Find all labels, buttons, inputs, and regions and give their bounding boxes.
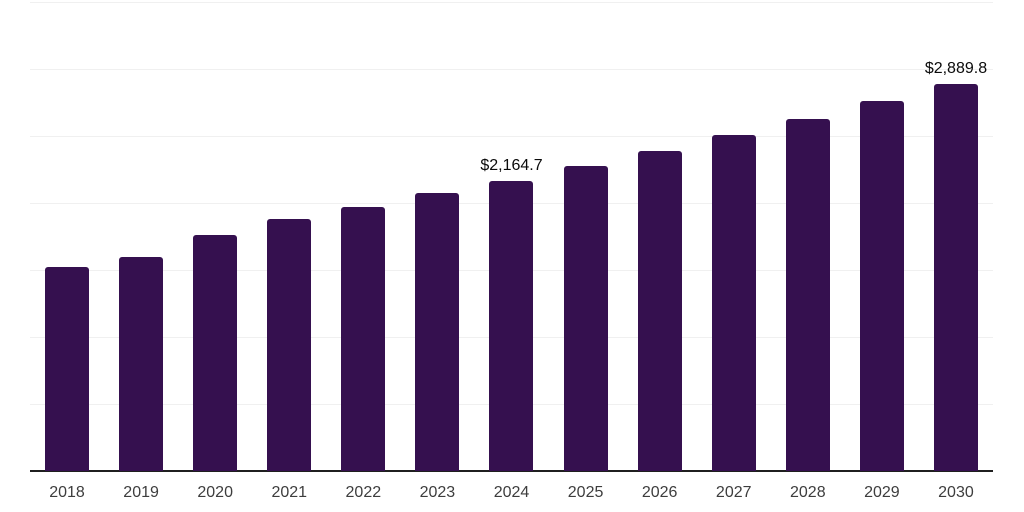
bar-2023 [415, 192, 460, 471]
bar-slot [326, 0, 400, 471]
gridline [30, 136, 993, 137]
x-axis-line [30, 470, 993, 472]
bar-2027 [711, 135, 756, 471]
bar-slot: $2,889.8 [919, 0, 993, 471]
bar-slot [549, 0, 623, 471]
x-tick-label-2019: 2019 [123, 484, 159, 501]
x-tick-label-2018: 2018 [49, 484, 85, 501]
bar-value-label-2030: $2,889.8 [924, 59, 988, 77]
bar-2020 [193, 235, 238, 471]
bar-slot [771, 0, 845, 471]
bar-slot: $2,164.7 [474, 0, 548, 471]
bar-2028 [785, 118, 830, 471]
bar-2025 [563, 166, 608, 471]
x-axis-labels: 2018 2019 2020 2021 2022 2023 2024 2025 2026 2027… [30, 484, 993, 504]
bar-2021 [267, 218, 312, 471]
x-tick-label-2020: 2020 [197, 484, 233, 501]
x-tick-label-2022: 2022 [345, 484, 382, 501]
bar-slot [623, 0, 697, 471]
bar-2022 [341, 206, 386, 471]
x-tick-label-2026: 2026 [641, 484, 678, 501]
bar-2030 [933, 83, 978, 471]
bar-2018 [45, 266, 90, 471]
bar-slot [845, 0, 919, 471]
x-tick-label-2023: 2023 [419, 484, 456, 501]
gridline [30, 69, 993, 70]
x-tick-label-2028: 2028 [790, 484, 826, 501]
bar-slot [697, 0, 771, 471]
gridline [30, 2, 993, 3]
bar-2029 [859, 101, 904, 471]
x-tick-label-2025: 2025 [567, 484, 604, 501]
bar-2019 [119, 257, 164, 471]
bar-value-label-2024: $2,164.7 [480, 156, 543, 174]
bar-slot [104, 0, 178, 471]
x-tick-label-2021: 2021 [271, 484, 308, 501]
x-tick-label-2029: 2029 [864, 484, 900, 501]
x-tick-label-2030: 2030 [938, 484, 974, 501]
bar-slot [252, 0, 326, 471]
bar-slot [178, 0, 252, 471]
x-tick-label-2024: 2024 [493, 484, 530, 501]
x-tick-label-2027: 2027 [715, 484, 752, 501]
bar-slot [30, 0, 104, 471]
plot-area: $2,164.7 $2,889.8 [30, 0, 993, 472]
bar-2026 [637, 150, 682, 471]
bar-2024 [489, 180, 534, 471]
bar-slot [400, 0, 474, 471]
